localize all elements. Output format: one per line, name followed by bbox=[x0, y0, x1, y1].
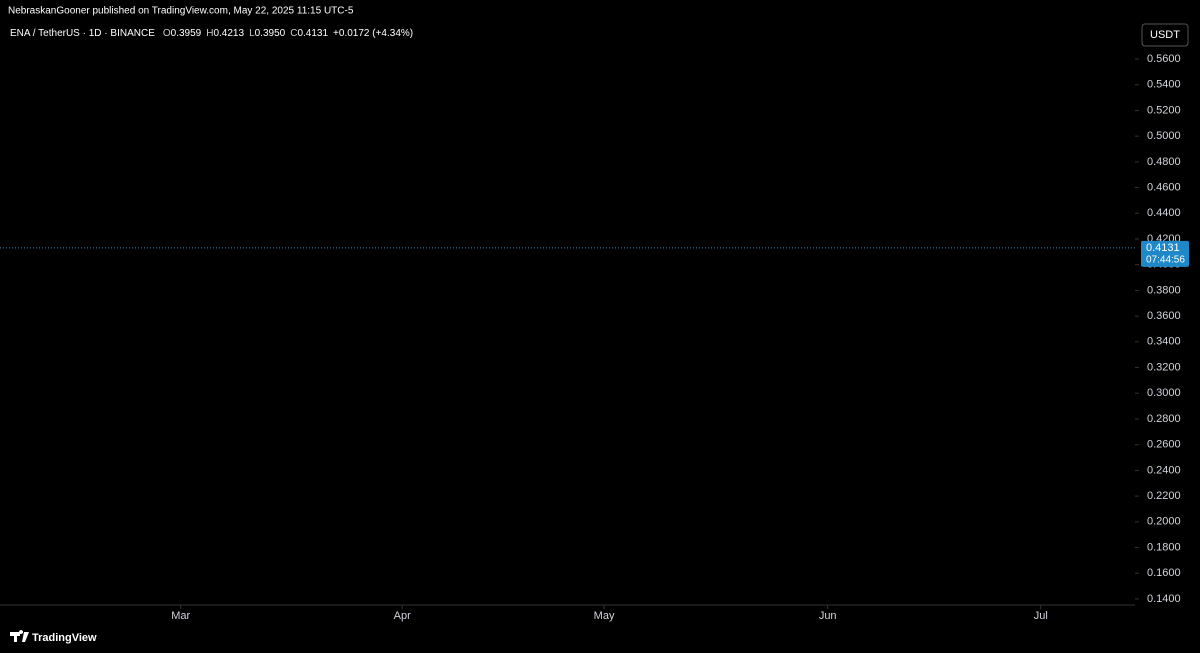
y-tick-label: 0.2400 bbox=[1147, 464, 1181, 476]
legend-value: 0.3950 bbox=[255, 28, 286, 39]
y-tick-label: 0.3200 bbox=[1147, 361, 1181, 373]
publisher: NebraskanGooner published on TradingView… bbox=[8, 6, 354, 17]
y-tick-label: 0.1800 bbox=[1147, 541, 1181, 553]
y-tick-label: 0.2600 bbox=[1147, 439, 1181, 451]
legend-value: 0.3959 bbox=[171, 28, 202, 39]
y-tick-label: 0.3600 bbox=[1147, 310, 1181, 322]
legend-key: H bbox=[206, 28, 213, 39]
y-tick-label: 0.4400 bbox=[1147, 207, 1181, 219]
legend-key: O bbox=[163, 28, 171, 39]
y-tick-label: 0.5200 bbox=[1147, 104, 1181, 116]
x-tick-label: May bbox=[594, 610, 615, 622]
legend-value: 0.4213 bbox=[213, 28, 244, 39]
y-tick-label: 0.5000 bbox=[1147, 130, 1181, 142]
currency-button[interactable] bbox=[1141, 23, 1189, 47]
x-tick-label: Apr bbox=[394, 610, 411, 622]
legend-value: 0.4131 bbox=[297, 28, 328, 39]
y-tick-label: 0.2800 bbox=[1147, 413, 1181, 425]
legend-key: C bbox=[290, 28, 297, 39]
y-tick-label: 0.1600 bbox=[1147, 567, 1181, 579]
y-tick-label: 0.1400 bbox=[1147, 593, 1181, 605]
y-tick-label: 0.5600 bbox=[1147, 53, 1181, 65]
symbol-legend: ENA / TetherUS · 1D · BINANCE O0.3959 H0.4… bbox=[10, 28, 413, 39]
x-tick-label: Mar bbox=[171, 610, 190, 622]
legend-key: L bbox=[249, 28, 255, 39]
currency[interactable]: USDT bbox=[1150, 29, 1180, 41]
symbol: ENA / TetherUS · 1D · BINANCE bbox=[10, 28, 155, 39]
last-price-box bbox=[1141, 240, 1189, 267]
y-tick-label: 0.2000 bbox=[1147, 516, 1181, 528]
brand: TradingView bbox=[32, 632, 97, 644]
y-tick-label: 0.5400 bbox=[1147, 79, 1181, 91]
last-price-label: 0.4131 bbox=[1146, 242, 1180, 254]
legend-change: +0.0172 (+4.34%) bbox=[333, 28, 413, 39]
x-tick-label: Jun bbox=[819, 610, 837, 622]
y-tick-label: 0.3400 bbox=[1147, 336, 1181, 348]
countdown: 07:44:56 bbox=[1146, 255, 1185, 266]
logo bbox=[10, 630, 29, 642]
x-tick-label: Jul bbox=[1034, 610, 1048, 622]
y-tick-label: 0.3800 bbox=[1147, 284, 1181, 296]
y-tick-label: 0.3000 bbox=[1147, 387, 1181, 399]
y-tick-label: 0.4800 bbox=[1147, 156, 1181, 168]
y-tick-label: 0.2200 bbox=[1147, 490, 1181, 502]
y-tick-label: 0.4600 bbox=[1147, 181, 1181, 193]
